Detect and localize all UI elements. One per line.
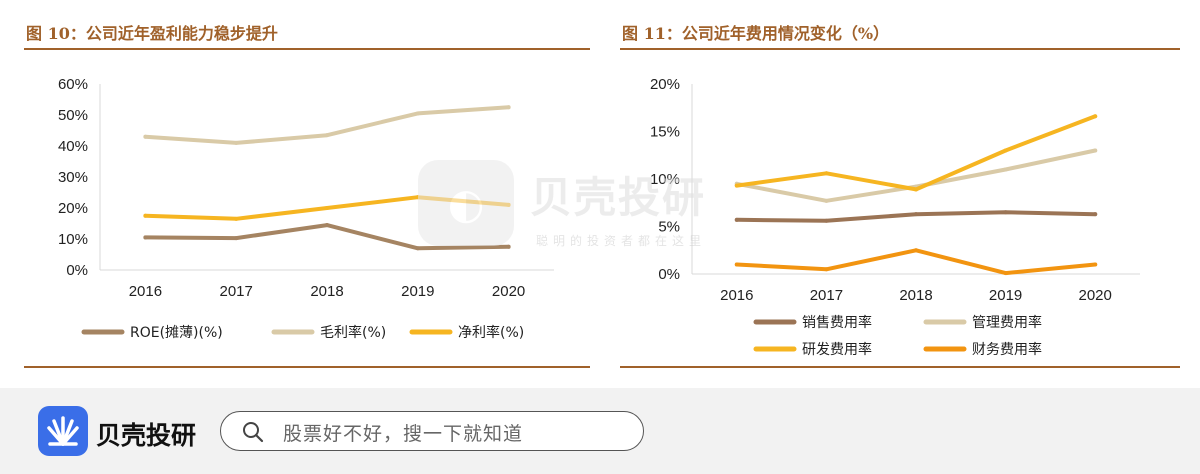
right-y-tick-label: 20% xyxy=(650,76,680,93)
left-y-tick-label: 50% xyxy=(58,107,88,124)
right-series-4-point xyxy=(824,267,829,272)
watermark-slogan: 聪明的投资者都在这里 xyxy=(536,234,707,248)
left-series-3-point xyxy=(234,216,239,221)
left-series-2-point xyxy=(415,111,420,116)
right-x-tick-label: 2017 xyxy=(810,287,843,304)
right-series-line-3 xyxy=(734,114,1098,192)
left-top-rule xyxy=(24,48,590,50)
right-series-1-point xyxy=(824,218,829,223)
left-x-tick-label: 2016 xyxy=(129,283,162,300)
right-legend-label-3: 研发费用率 xyxy=(802,341,872,358)
left-x-tick-label: 2018 xyxy=(310,283,343,300)
left-y-tick-label: 30% xyxy=(58,169,88,186)
left-series-2-point xyxy=(506,105,511,110)
left-series-3-point xyxy=(143,213,148,218)
left-y-tick-label: 40% xyxy=(58,138,88,155)
left-series-2-point xyxy=(143,134,148,139)
left-series-1-point xyxy=(234,236,239,241)
left-y-tick-label: 60% xyxy=(58,76,88,93)
left-series-1-point xyxy=(143,235,148,240)
left-series-2-point xyxy=(234,140,239,145)
left-legend-label-2: 毛利率(%) xyxy=(320,324,386,341)
right-x-tick-label: 2018 xyxy=(899,287,932,304)
left-series-2-point xyxy=(325,133,329,138)
left-y-tick-label: 0% xyxy=(66,262,88,279)
left-x-tick-label: 2020 xyxy=(492,283,525,300)
left-series-1-point xyxy=(506,244,511,249)
right-y-tick-label: 0% xyxy=(658,266,680,283)
watermark-brand: 贝壳投研 xyxy=(530,173,707,222)
left-legend-label-3: 净利率(%) xyxy=(458,324,524,341)
right-series-3-point xyxy=(734,183,739,188)
bottom-bar: 贝壳投研 股票好不好，搜一下就知道 xyxy=(0,388,1200,474)
left-series-1-point xyxy=(415,246,420,251)
right-series-1-point xyxy=(914,212,918,217)
right-series-1-point xyxy=(1093,212,1098,217)
right-series-4-point xyxy=(734,262,739,267)
left-x-tick-label: 2017 xyxy=(220,283,253,300)
right-series-1-point xyxy=(734,217,739,222)
left-series-3-point xyxy=(325,206,329,210)
right-series-2-point xyxy=(1093,148,1098,153)
brand-name[interactable]: 贝壳投研 xyxy=(96,421,197,450)
right-x-tick-label: 2020 xyxy=(1079,287,1112,304)
right-series-3-point xyxy=(1003,148,1008,153)
watermark: ◐ 贝壳投研 聪明的投资者都在这里 xyxy=(418,160,738,260)
right-series-2-point xyxy=(1003,167,1008,172)
right-y-tick-label: 15% xyxy=(650,124,680,141)
right-series-3-point xyxy=(824,171,829,176)
shell-logo-icon[interactable] xyxy=(38,406,88,456)
search-placeholder: 股票好不好，搜一下就知道 xyxy=(283,423,524,445)
right-chart-title: 图 11：公司近年费用情况变化（%） xyxy=(622,24,890,43)
right-series-1-point xyxy=(1003,210,1008,215)
right-line-chart: 0% 5% 10% 15% 20% 2016 2017 2018 2019 2020 销售费用率 管理… xyxy=(650,76,1140,358)
left-x-tick-label: 2019 xyxy=(401,283,434,300)
right-legend-label-4: 财务费用率 xyxy=(972,341,1042,358)
left-y-tick-label: 10% xyxy=(58,231,88,248)
right-series-4-point xyxy=(914,248,918,253)
left-bottom-rule xyxy=(24,366,590,368)
right-y-tick-label: 5% xyxy=(658,219,680,236)
right-top-rule xyxy=(620,48,1180,50)
right-series-3-point xyxy=(1093,114,1098,119)
right-x-tick-label: 2019 xyxy=(989,287,1022,304)
watermark-shell-logo: ◐ xyxy=(418,160,514,246)
right-y-tick-label: 10% xyxy=(650,171,680,188)
left-chart-title: 图 10：公司近年盈利能力稳步提升 xyxy=(26,24,278,43)
right-series-2-point xyxy=(824,198,829,203)
right-series-4-point xyxy=(1093,262,1098,267)
right-bottom-rule xyxy=(620,366,1180,368)
left-y-tick-label: 20% xyxy=(58,200,88,217)
search-icon xyxy=(243,422,264,443)
right-legend-label-1: 销售费用率 xyxy=(802,314,872,331)
right-x-tick-label: 2016 xyxy=(720,287,753,304)
search-input[interactable]: 股票好不好，搜一下就知道 xyxy=(220,411,644,451)
right-series-3-point xyxy=(914,187,918,192)
right-series-line-2 xyxy=(734,148,1098,203)
left-series-line-2 xyxy=(143,105,511,145)
left-legend-label-1: ROE(摊薄)(%) xyxy=(130,325,223,341)
right-legend-label-2: 管理费用率 xyxy=(972,314,1042,331)
right-series-line-4 xyxy=(734,248,1098,276)
right-series-4-point xyxy=(1003,271,1008,276)
left-series-1-point xyxy=(325,223,329,228)
